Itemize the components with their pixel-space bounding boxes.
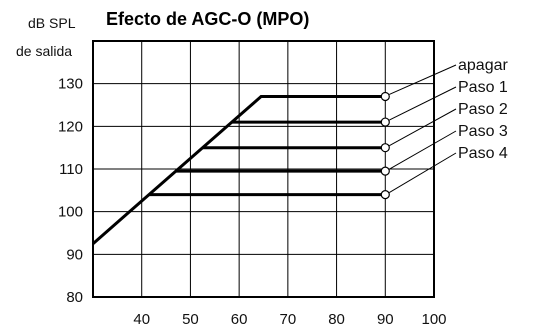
legend-label-paso-1: Paso 1 [458, 79, 508, 96]
tick-labels: 40 50 60 70 80 90 100 80 90 100 110 120 130 [58, 76, 447, 328]
y-tick-label-110: 110 [59, 161, 83, 178]
y-tick-label-80: 80 [66, 289, 83, 306]
y-axis-label-line-2: de salida [16, 43, 72, 59]
endpoint-marker-paso-3 [380, 166, 390, 176]
y-tick-label-120: 120 [58, 118, 83, 135]
y-tick-label-90: 90 [66, 246, 83, 263]
y-axis-label-line-1: dB SPL [28, 15, 76, 31]
leader-line-paso-3 [389, 130, 457, 170]
leader-line-paso-2 [389, 108, 457, 147]
series-group [92, 95, 386, 245]
x-tick-label-100: 100 [421, 311, 446, 328]
endpoint-marker-paso-1 [380, 117, 390, 127]
leader-line-paso-4 [389, 152, 457, 194]
x-tick-label-60: 60 [231, 311, 248, 328]
x-tick-label-40: 40 [133, 311, 150, 328]
endpoint-marker-paso-2 [380, 143, 390, 153]
plot-frame [92, 40, 435, 298]
legend: apagar Paso 1 Paso 2 Paso 3 Paso 4 [380, 57, 508, 200]
x-tick-label-90: 90 [377, 311, 394, 328]
y-tick-label-100: 100 [58, 204, 83, 221]
leader-line-apagar [389, 64, 457, 95]
x-tick-label-70: 70 [280, 311, 297, 328]
x-tick-label-50: 50 [182, 311, 199, 328]
chart-title: Efecto de AGC-O (MPO) [106, 9, 309, 29]
legend-label-paso-3: Paso 3 [458, 123, 508, 140]
legend-label-apagar: apagar [458, 57, 508, 74]
x-tick-label-80: 80 [328, 311, 345, 328]
legend-label-paso-2: Paso 2 [458, 101, 508, 118]
endpoint-marker-paso-4 [380, 190, 390, 200]
y-tick-label-130: 130 [58, 76, 83, 93]
endpoint-marker-apagar [380, 91, 390, 102]
leader-line-paso-1 [389, 86, 457, 121]
legend-label-paso-4: Paso 4 [458, 145, 508, 162]
